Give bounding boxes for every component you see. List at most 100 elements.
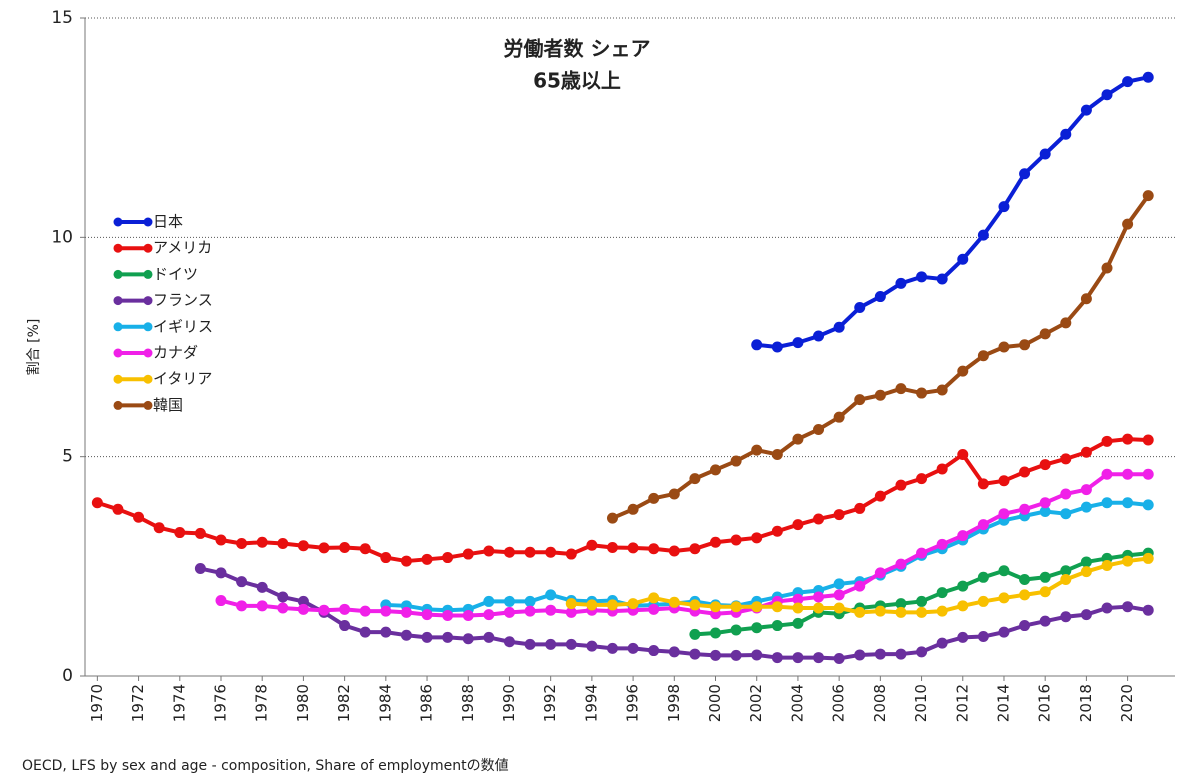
data-point [565, 606, 577, 618]
data-point [998, 475, 1010, 487]
data-point [833, 578, 845, 590]
data-point [854, 606, 866, 618]
data-point [1142, 552, 1154, 564]
data-point [977, 350, 989, 362]
data-point [977, 595, 989, 607]
data-point [998, 565, 1010, 577]
data-point [400, 606, 412, 618]
data-point [1142, 604, 1154, 616]
data-point [565, 598, 577, 610]
data-point [627, 598, 639, 610]
data-point [421, 609, 433, 621]
data-point [133, 511, 145, 523]
data-point [751, 649, 763, 661]
legend-label: イタリア [153, 370, 212, 388]
legend-label: 日本 [153, 213, 183, 231]
data-point [1142, 190, 1154, 202]
data-point [1060, 128, 1072, 140]
data-point [916, 646, 928, 658]
data-point [627, 642, 639, 654]
data-point [895, 648, 907, 660]
data-point [977, 478, 989, 490]
data-point [1019, 168, 1031, 180]
series-line [96, 437, 1149, 564]
data-point [503, 595, 515, 607]
data-point [1080, 501, 1092, 513]
legend-marker [113, 322, 123, 332]
data-point [710, 649, 722, 661]
x-tick-label: 1996 [624, 684, 642, 722]
data-point [400, 555, 412, 567]
data-point [730, 624, 742, 636]
legend-label: 韓国 [153, 396, 183, 414]
data-point [710, 464, 722, 476]
data-point [1122, 76, 1134, 88]
data-point [1080, 484, 1092, 496]
x-tick-label: 1986 [418, 684, 436, 722]
data-point [565, 548, 577, 560]
data-point [318, 604, 330, 616]
legend-marker [113, 296, 123, 306]
data-point [277, 602, 289, 614]
data-point [1019, 503, 1031, 515]
data-point [895, 558, 907, 570]
data-point [215, 595, 227, 607]
data-point [916, 595, 928, 607]
data-point [1060, 453, 1072, 465]
data-point [771, 341, 783, 353]
data-point [380, 605, 392, 617]
series-line [220, 472, 1149, 618]
data-point [771, 652, 783, 664]
data-point [606, 541, 618, 553]
data-point [874, 648, 886, 660]
data-point [957, 448, 969, 460]
data-point [606, 512, 618, 524]
data-point [545, 589, 557, 601]
data-point [1142, 499, 1154, 511]
data-point [710, 601, 722, 613]
data-point [1060, 565, 1072, 577]
data-point [545, 546, 557, 558]
data-point [957, 600, 969, 612]
legend-marker [143, 322, 153, 332]
data-point [854, 649, 866, 661]
data-point [524, 595, 536, 607]
x-tick-label: 2016 [1036, 684, 1054, 722]
data-point [813, 602, 825, 614]
data-point [998, 341, 1010, 353]
data-point [792, 337, 804, 349]
data-point [565, 638, 577, 650]
data-point [957, 631, 969, 643]
legend-marker [113, 348, 123, 358]
data-point [524, 638, 536, 650]
x-tick-label: 2020 [1118, 684, 1136, 722]
data-point [1101, 262, 1113, 274]
data-point [792, 602, 804, 614]
data-point [916, 473, 928, 485]
x-tick-label: 1972 [129, 684, 147, 722]
legend-label: ドイツ [153, 265, 198, 283]
data-point [236, 576, 248, 588]
data-point [256, 581, 268, 593]
data-point [895, 383, 907, 395]
data-point [277, 538, 289, 550]
x-tick-label: 1980 [294, 684, 312, 722]
data-point [1142, 71, 1154, 83]
data-point [936, 273, 948, 285]
data-point [483, 545, 495, 557]
data-point [442, 631, 454, 643]
data-point [1039, 459, 1051, 471]
chart-title: 労働者数 シェア [504, 37, 651, 61]
data-point [689, 648, 701, 660]
data-point [854, 302, 866, 314]
data-point [833, 602, 845, 614]
data-point [936, 637, 948, 649]
data-point [771, 525, 783, 537]
data-point [936, 538, 948, 550]
data-point [1039, 497, 1051, 509]
data-point [771, 448, 783, 460]
data-point [545, 638, 557, 650]
y-tick-label: 5 [62, 447, 73, 467]
data-point [1122, 555, 1134, 567]
data-point [339, 620, 351, 632]
